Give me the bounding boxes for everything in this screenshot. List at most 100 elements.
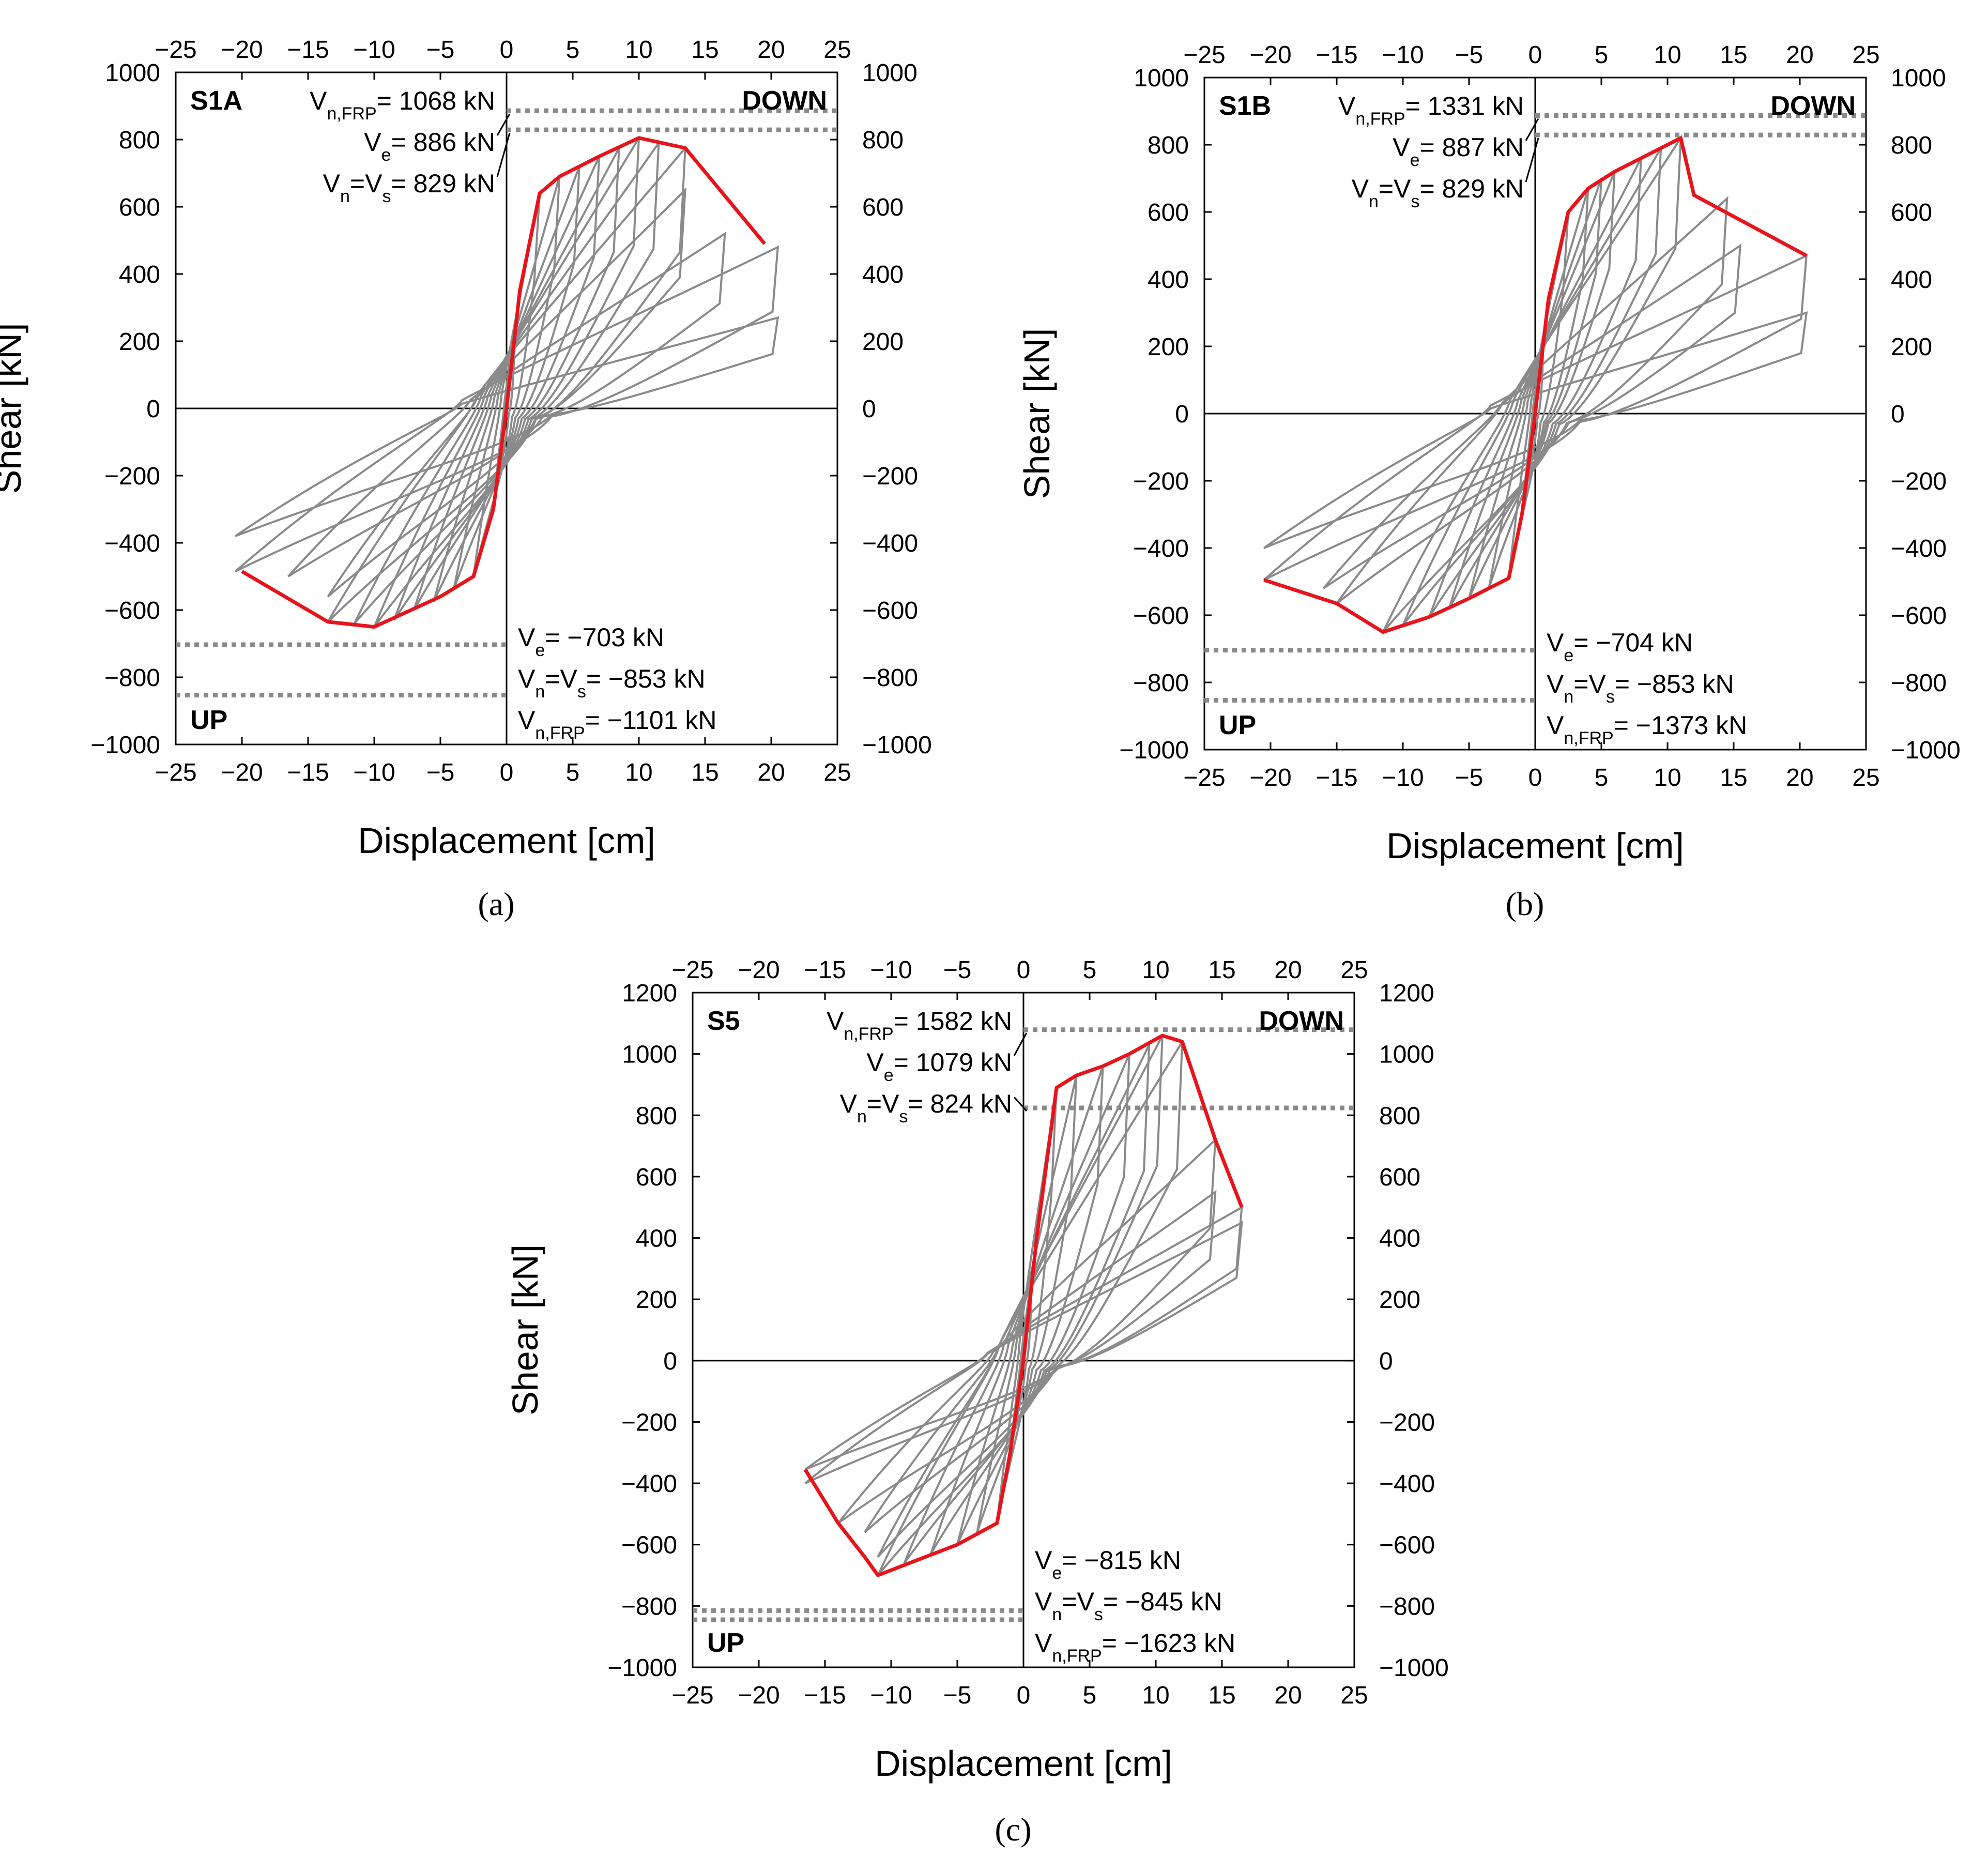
y-axis-title: Shear [kN] bbox=[505, 1244, 545, 1416]
x-tick-label: 20 bbox=[1786, 764, 1813, 792]
hysteresis-loop-9 bbox=[327, 145, 686, 623]
y-tick-label: 800 bbox=[636, 1102, 677, 1130]
x-tick-label: 10 bbox=[1142, 1682, 1169, 1709]
hysteresis-loop-12 bbox=[804, 1221, 1243, 1484]
x-tick-label-top: 25 bbox=[1852, 41, 1879, 69]
y-tick-label-right: −400 bbox=[1891, 535, 1947, 562]
y-tick-label: 1000 bbox=[1134, 65, 1189, 92]
y-axis-title: Shear [kN] bbox=[1017, 328, 1057, 499]
y-tick-label: 600 bbox=[119, 194, 160, 221]
annotation-vn-positive: Vn=Vs= 824 kN bbox=[840, 1089, 1012, 1127]
x-tick-label: −5 bbox=[943, 1682, 972, 1709]
x-axis-title: Displacement [cm] bbox=[358, 820, 655, 861]
x-tick-label: 5 bbox=[566, 759, 580, 786]
annotation-ve-negative: Ve= −704 kN bbox=[1547, 628, 1693, 665]
y-tick-label: −1000 bbox=[1119, 737, 1189, 764]
hysteresis-loop-11 bbox=[287, 232, 726, 577]
hysteresis-loop-6 bbox=[903, 1044, 1151, 1564]
x-tick-label: 0 bbox=[500, 759, 514, 786]
x-tick-label: −10 bbox=[353, 759, 395, 786]
x-axis-title: Displacement [cm] bbox=[1386, 826, 1684, 866]
y-tick-label-right: −800 bbox=[1379, 1593, 1435, 1620]
y-tick-label-right: 200 bbox=[1379, 1286, 1420, 1314]
annotation-vn-positive: Vn=Vs= 829 kN bbox=[1352, 174, 1524, 211]
annotation-vnfrp-negative: Vn,FRP= −1101 kN bbox=[518, 706, 717, 743]
leader-line-vn bbox=[496, 132, 511, 177]
y-tick-label-right: −600 bbox=[1891, 602, 1947, 630]
y-tick-label: 0 bbox=[146, 395, 160, 423]
y-tick-label-right: 400 bbox=[862, 261, 904, 288]
y-tick-label: −800 bbox=[104, 664, 160, 692]
hysteresis-loop-5 bbox=[1448, 171, 1616, 609]
x-tick-label-top: −5 bbox=[426, 36, 455, 64]
annotation-ve-positive: Ve= 886 kN bbox=[364, 128, 495, 165]
y-tick-label-right: 800 bbox=[862, 127, 904, 154]
annotation-vnfrp-positive: Vn,FRP= 1068 kN bbox=[310, 86, 495, 124]
y-tick-label-right: −1000 bbox=[862, 732, 932, 759]
y-tick-label-right: 400 bbox=[1891, 266, 1932, 294]
hysteresis-loop-13 bbox=[235, 316, 779, 537]
y-tick-label-right: −400 bbox=[862, 530, 918, 557]
y-tick-label-right: −600 bbox=[1379, 1532, 1435, 1559]
x-tick-label-top: −15 bbox=[804, 956, 846, 984]
y-tick-label-right: −200 bbox=[1379, 1409, 1435, 1436]
hysteresis-loop-11 bbox=[804, 1205, 1243, 1471]
envelope-curve bbox=[803, 1033, 1244, 1577]
leader-line-ve bbox=[496, 113, 511, 136]
x-axis-title: Displacement [cm] bbox=[875, 1743, 1172, 1784]
x-tick-label: 25 bbox=[823, 759, 851, 786]
x-tick-label-top: −10 bbox=[353, 36, 395, 64]
y-tick-label: 1000 bbox=[105, 59, 160, 87]
x-tick-label-top: 25 bbox=[823, 36, 851, 64]
y-tick-label: −200 bbox=[104, 463, 160, 490]
x-tick-label: −20 bbox=[738, 1682, 779, 1709]
y-tick-label-right: −200 bbox=[1891, 468, 1947, 495]
y-tick-label: 800 bbox=[119, 127, 160, 154]
y-tick-label: −200 bbox=[1133, 468, 1189, 495]
x-tick-label: −15 bbox=[1316, 764, 1357, 792]
annotation-vn-positive: Vn=Vs= 829 kN bbox=[323, 169, 495, 206]
x-tick-label-top: −20 bbox=[221, 36, 263, 64]
specimen-label: S5 bbox=[707, 1006, 740, 1036]
hysteresis-loop-7 bbox=[877, 1035, 1164, 1576]
y-tick-label: 400 bbox=[636, 1225, 677, 1253]
annotation-vn-negative: Vn=Vs= −853 kN bbox=[1547, 670, 1734, 707]
x-tick-label: 25 bbox=[1852, 764, 1879, 792]
panel-s1b: −25 −25 −20 −20 −15 −15 −10 −10 −5 −5 0 0 5 5 10 10 15 15… bbox=[1017, 41, 1961, 922]
x-tick-label: −5 bbox=[426, 759, 455, 786]
y-tick-label: 200 bbox=[1148, 333, 1189, 361]
x-tick-label: −15 bbox=[804, 1682, 846, 1709]
y-tick-label: 1000 bbox=[622, 1041, 677, 1069]
y-tick-label-right: 0 bbox=[1891, 401, 1905, 428]
x-tick-label-top: 0 bbox=[1017, 956, 1031, 984]
y-tick-label: −600 bbox=[104, 597, 160, 625]
y-tick-label-right: 1200 bbox=[1379, 980, 1434, 1007]
x-tick-label-top: 10 bbox=[1654, 41, 1681, 69]
x-tick-label: −10 bbox=[1382, 764, 1424, 792]
direction-label-up: UP bbox=[190, 705, 227, 735]
x-tick-label-top: 5 bbox=[566, 36, 580, 64]
x-tick-label: 15 bbox=[1720, 764, 1747, 792]
y-tick-label-right: −1000 bbox=[1379, 1654, 1449, 1682]
x-tick-label: 0 bbox=[1528, 764, 1542, 792]
y-tick-label-right: −800 bbox=[1891, 670, 1947, 697]
y-tick-label: 0 bbox=[663, 1348, 677, 1375]
direction-label-down: DOWN bbox=[1259, 1006, 1344, 1036]
annotation-ve-negative: Ve= −815 kN bbox=[1035, 1546, 1181, 1583]
hysteresis-loop-7 bbox=[373, 137, 640, 628]
hysteresis-loop-10 bbox=[837, 1190, 1217, 1524]
envelope-curve bbox=[241, 136, 766, 629]
x-tick-label-top: −5 bbox=[943, 956, 972, 984]
x-tick-label: 25 bbox=[1340, 1682, 1368, 1709]
x-tick-label-top: 20 bbox=[1786, 41, 1813, 69]
x-tick-label-top: 0 bbox=[500, 36, 514, 64]
hysteresis-loop-9 bbox=[1336, 196, 1729, 604]
y-tick-label-right: 1000 bbox=[1379, 1041, 1434, 1069]
direction-label-down: DOWN bbox=[1770, 91, 1856, 121]
hysteresis-loop-12 bbox=[1263, 311, 1808, 549]
y-tick-label: 800 bbox=[1148, 132, 1189, 159]
y-tick-label: 200 bbox=[119, 328, 160, 356]
x-tick-label: 10 bbox=[625, 759, 652, 786]
y-tick-label: 400 bbox=[1148, 266, 1189, 294]
y-tick-label: 600 bbox=[636, 1164, 677, 1191]
